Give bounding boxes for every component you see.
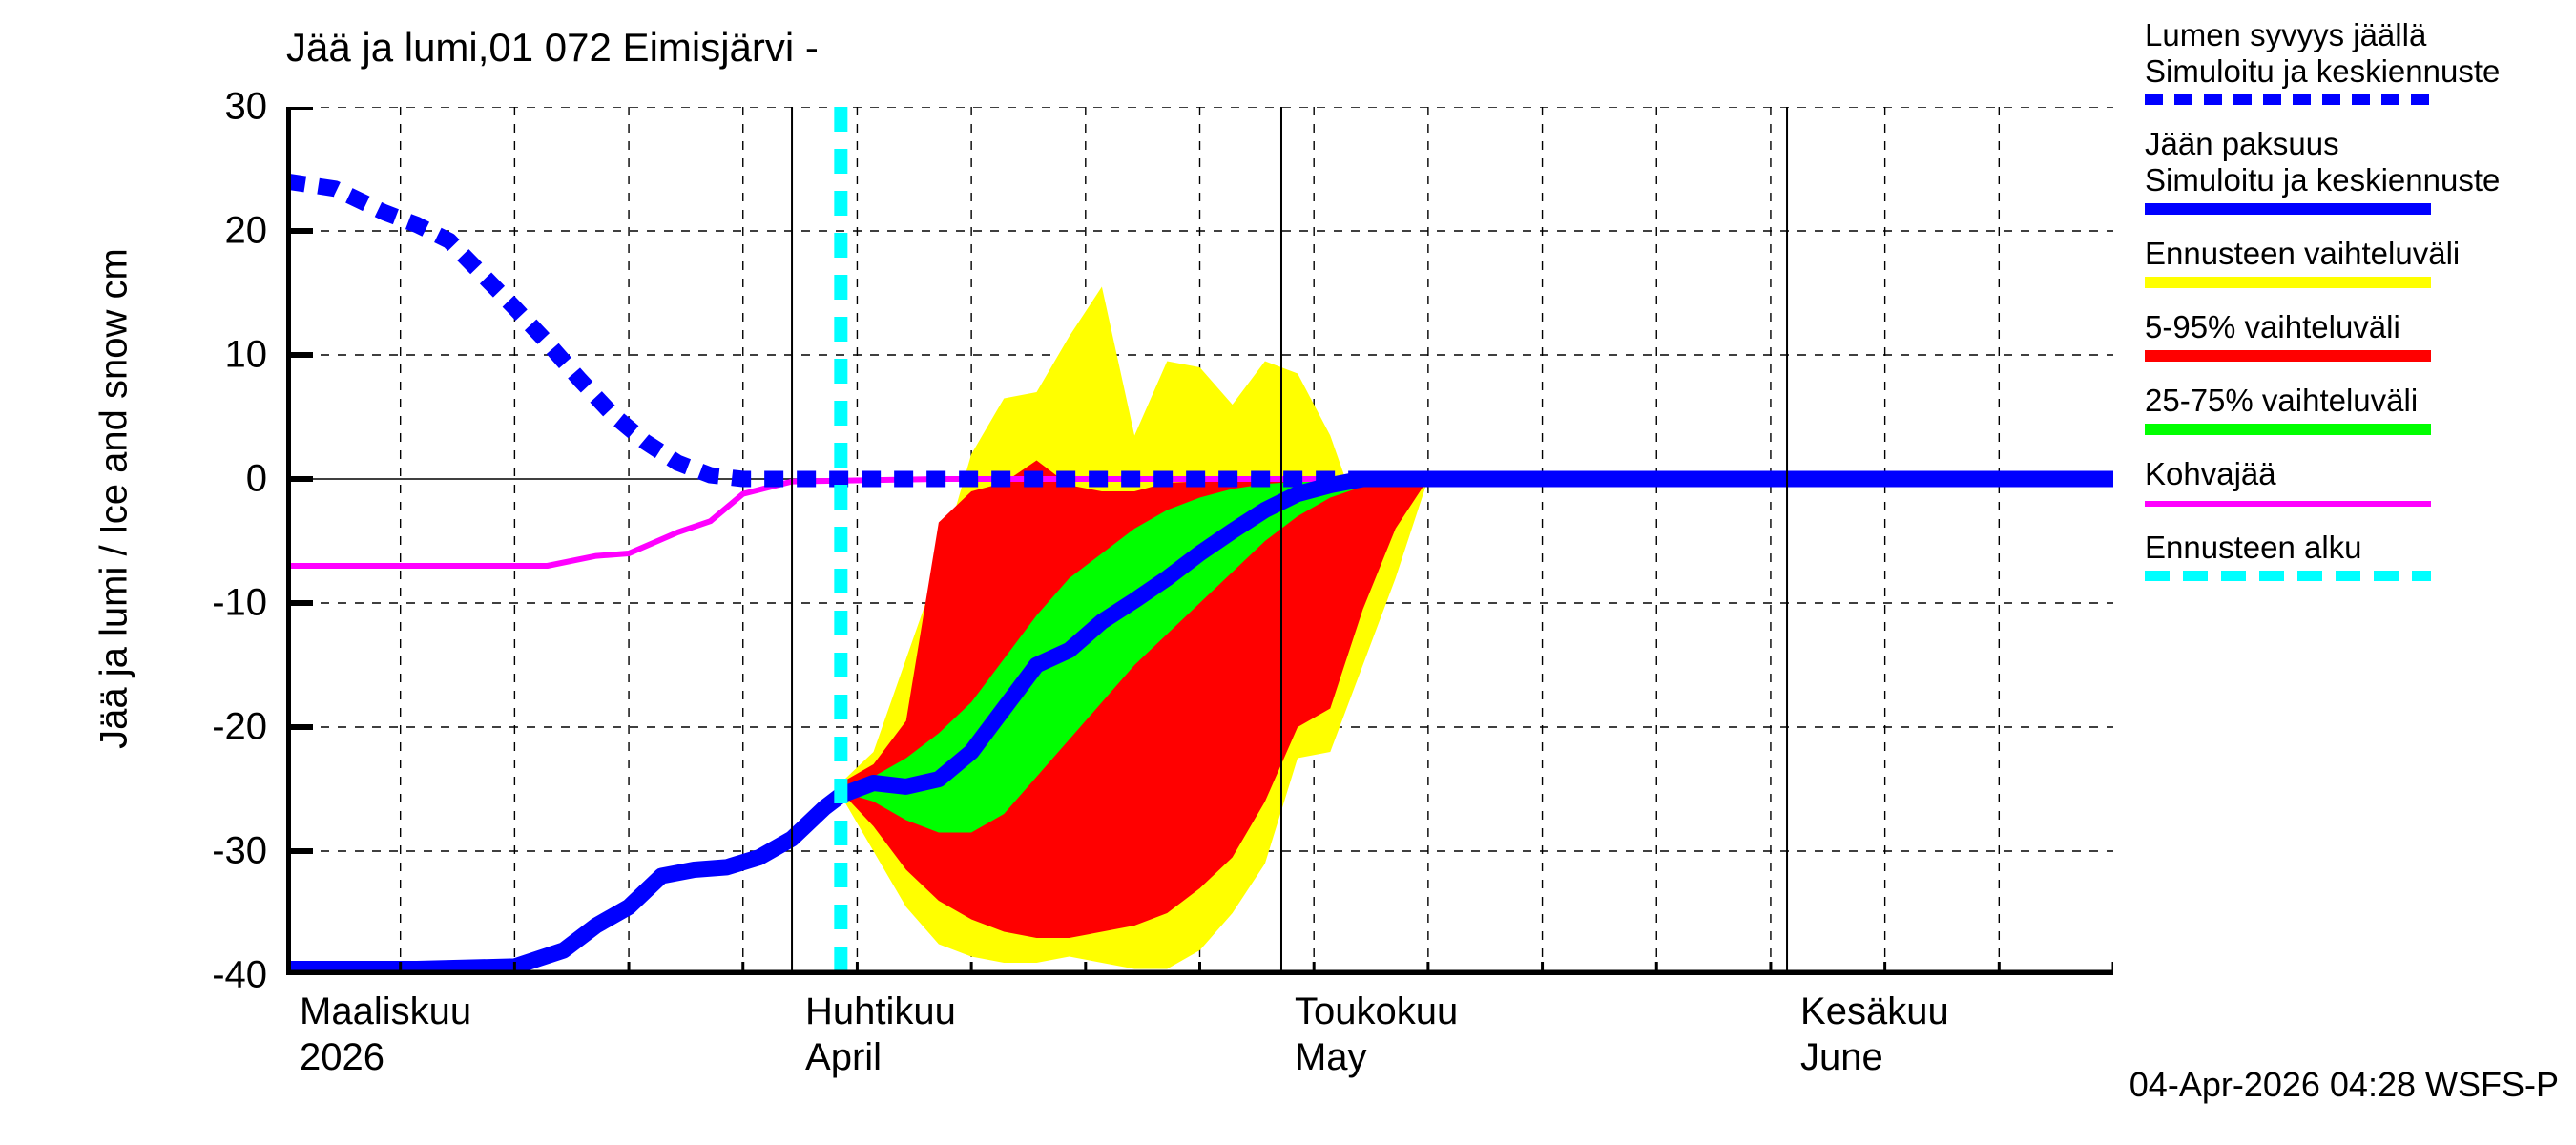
x-axis-tick-maaliskuu: Maaliskuu 2026 (300, 989, 471, 1080)
x-tick-label-en: June (1800, 1036, 1883, 1078)
y-axis-tick-30: 30 (224, 85, 268, 128)
legend-label-secondary: Simuloitu ja keskiennuste (2145, 162, 2501, 198)
y-axis-tick--10: -10 (212, 581, 267, 624)
x-axis-tick-kesäkuu: Kesäkuu June (1800, 989, 1949, 1080)
y-axis-tick-labels: 30 20 10 0 -10 -20 -30 -40 (0, 0, 277, 1145)
legend-swatch-red-band (2145, 350, 2431, 362)
x-tick-label-fi: Huhtikuu (805, 990, 956, 1032)
chart-footer-timestamp: 04-Apr-2026 04:28 WSFS-P (2129, 1065, 2559, 1104)
legend-label-primary: Ennusteen alku (2145, 530, 2362, 565)
y-axis-tick--30: -30 (212, 829, 267, 872)
plot-area (286, 107, 2113, 975)
y-axis-tick-20: 20 (224, 209, 268, 252)
legend-swatch-cyan-dashed-line (2145, 571, 2431, 581)
legend-swatch-magenta-line (2145, 501, 2431, 507)
x-tick-label-en: April (805, 1036, 883, 1078)
y-axis-tick--20: -20 (212, 705, 267, 748)
legend-item-25-75-range: 25-75% vaihteluväli (2145, 383, 2576, 435)
legend-swatch-dashed-blue-line (2145, 94, 2431, 105)
legend-label-primary: Lumen syvyys jäällä (2145, 17, 2427, 52)
legend-item-5-95-range: 5-95% vaihteluväli (2145, 309, 2576, 362)
legend-swatch-solid-blue-line (2145, 203, 2431, 215)
legend-item-snow-depth: Lumen syvyys jäällä Simuloitu ja keskien… (2145, 17, 2576, 105)
legend-swatch-green-band (2145, 424, 2431, 435)
chart-title: Jää ja lumi,01 072 Eimisjärvi - (286, 25, 819, 70)
x-tick-label-en: May (1294, 1036, 1367, 1078)
chart-legend: Lumen syvyys jäällä Simuloitu ja keskien… (2145, 17, 2576, 591)
x-tick-label-fi: Toukokuu (1294, 990, 1459, 1032)
x-tick-label-fi: Kesäkuu (1800, 990, 1949, 1032)
legend-label-primary: Kohvajää (2145, 456, 2276, 491)
x-axis-tick-toukokuu: Toukokuu May (1295, 989, 1458, 1080)
legend-item-forecast-start: Ennusteen alku (2145, 530, 2576, 581)
y-axis-tick-10: 10 (224, 333, 268, 376)
y-axis-tick--40: -40 (212, 953, 267, 996)
legend-label-primary: Ennusteen vaihteluväli (2145, 236, 2461, 271)
legend-label-primary: 25-75% vaihteluväli (2145, 383, 2419, 418)
x-tick-label-en: 2026 (300, 1036, 384, 1078)
legend-item-ice-thickness: Jään paksuus Simuloitu ja keskiennuste (2145, 126, 2576, 215)
legend-label-secondary: Simuloitu ja keskiennuste (2145, 53, 2501, 89)
legend-swatch-yellow-band (2145, 277, 2431, 288)
legend-label-primary: Jään paksuus (2145, 126, 2339, 161)
legend-label-primary: 5-95% vaihteluväli (2145, 309, 2400, 344)
x-tick-label-fi: Maaliskuu (300, 990, 472, 1032)
y-axis-tick-0: 0 (245, 457, 267, 500)
x-axis-tick-huhtikuu: Huhtikuu April (805, 989, 956, 1080)
legend-item-forecast-range: Ennusteen vaihteluväli (2145, 236, 2576, 288)
legend-item-kohvajaa: Kohvajää (2145, 456, 2576, 507)
chart-canvas (286, 107, 2113, 975)
